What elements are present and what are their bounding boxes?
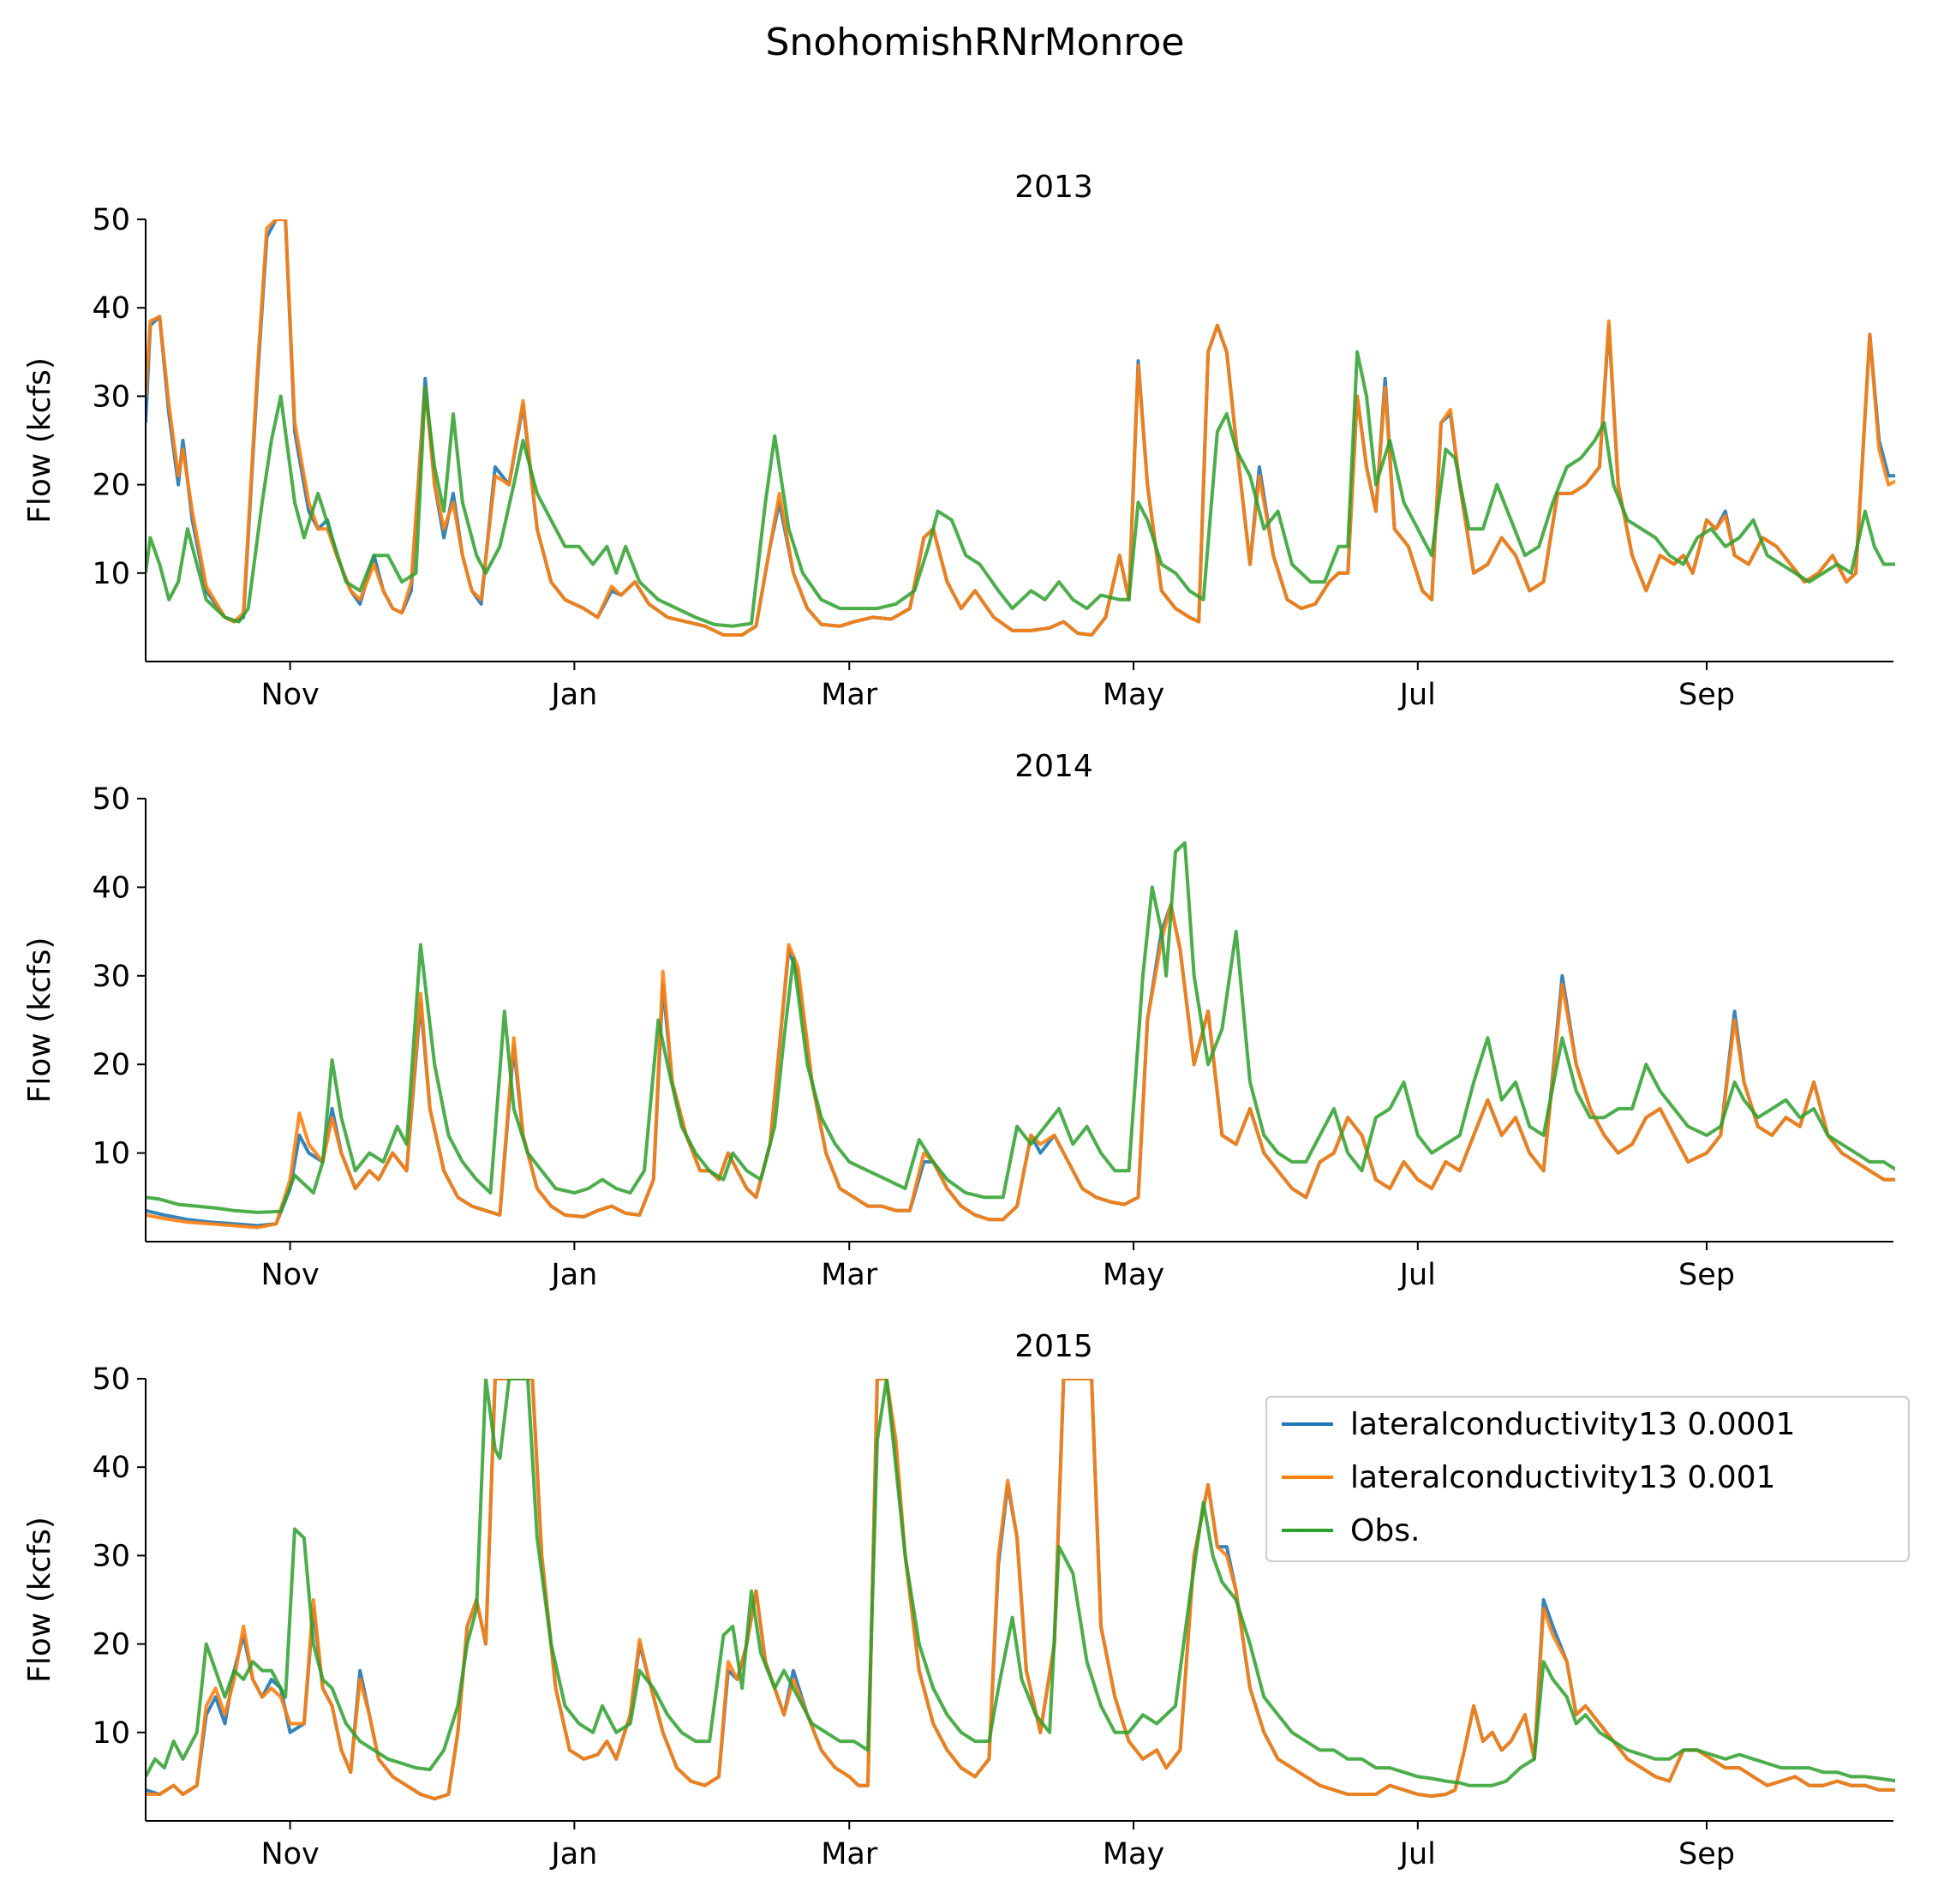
x-tick-label: May <box>1103 678 1164 712</box>
y-tick-label: 20 <box>92 1628 130 1662</box>
y-tick-label: 10 <box>92 557 130 591</box>
x-tick-label: May <box>1103 1837 1164 1871</box>
y-tick-label: 50 <box>92 782 130 817</box>
series-line-2 <box>146 841 1895 1214</box>
panel-title: 2014 <box>1014 749 1093 784</box>
x-tick-label: Jan <box>549 1837 597 1871</box>
x-tick-label: Jul <box>1398 1837 1436 1871</box>
x-tick-label: May <box>1103 1258 1164 1292</box>
x-tick-label: Mar <box>821 1258 878 1292</box>
figure-suptitle: SnohomishRNrMonroe <box>766 21 1185 64</box>
legend-label-1: lateralconductivity13 0.001 <box>1350 1460 1775 1495</box>
y-axis-label: Flow (kcfs) <box>22 937 57 1104</box>
y-tick-label: 30 <box>92 1539 130 1573</box>
y-tick-label: 50 <box>92 203 130 237</box>
x-tick-label: Nov <box>260 1837 319 1871</box>
x-tick-label: Jul <box>1398 678 1436 712</box>
y-tick-label: 50 <box>92 1362 130 1397</box>
series-line-1 <box>146 219 1895 637</box>
x-tick-label: Nov <box>260 1258 319 1292</box>
y-tick-label: 20 <box>92 469 130 503</box>
legend-frame <box>1265 1396 1910 1562</box>
legend-label-2: Obs. <box>1350 1513 1420 1548</box>
series-group <box>146 841 1895 1230</box>
x-tick-label: Nov <box>260 678 319 712</box>
legend-label-0: lateralconductivity13 0.0001 <box>1350 1407 1795 1442</box>
series-group <box>146 219 1895 637</box>
y-tick-label: 10 <box>92 1716 130 1751</box>
panel-1: 2014 Flow (kcfs) 10 20 30 40 50 Nov Jan Mar May Jul… <box>22 749 1895 1292</box>
panel-title: 2013 <box>1014 170 1093 205</box>
y-axis-label: Flow (kcfs) <box>22 1517 57 1683</box>
panels: 2013 Flow (kcfs) 10 20 30 40 50 Nov Jan Mar May Jul… <box>22 170 1895 1871</box>
series-group <box>146 1379 1895 1801</box>
x-tick-label: Jan <box>549 678 597 712</box>
series-line-2 <box>146 1379 1895 1787</box>
x-tick-label: Sep <box>1678 1837 1735 1871</box>
x-tick-label: Sep <box>1678 678 1735 712</box>
x-tick-label: Mar <box>821 678 878 712</box>
panel-0: 2013 Flow (kcfs) 10 20 30 40 50 Nov Jan Mar May Jul… <box>22 170 1895 712</box>
series-line-1 <box>146 903 1895 1230</box>
panel-2: 2015 Flow (kcfs) 10 20 30 40 50 Nov Jan Mar May Jul… <box>22 1329 1895 1871</box>
y-tick-label: 40 <box>92 1451 130 1485</box>
y-axis-label: Flow (kcfs) <box>22 357 57 524</box>
panel-title: 2015 <box>1014 1329 1093 1364</box>
y-tick-label: 40 <box>92 291 130 326</box>
x-tick-label: Mar <box>821 1837 878 1871</box>
y-tick-label: 30 <box>92 380 130 414</box>
x-tick-label: Jul <box>1398 1258 1436 1292</box>
series-line-2 <box>146 350 1895 628</box>
x-tick-label: Jan <box>549 1258 597 1292</box>
series-line-1 <box>146 1379 1895 1801</box>
y-tick-label: 20 <box>92 1048 130 1082</box>
y-tick-label: 30 <box>92 960 130 994</box>
x-tick-label: Sep <box>1678 1258 1735 1292</box>
y-tick-label: 10 <box>92 1137 130 1171</box>
legend: lateralconductivity13 0.0001 lateralcondu… <box>1265 1396 1910 1562</box>
series-line-0 <box>146 219 1895 637</box>
y-tick-label: 40 <box>92 871 130 905</box>
